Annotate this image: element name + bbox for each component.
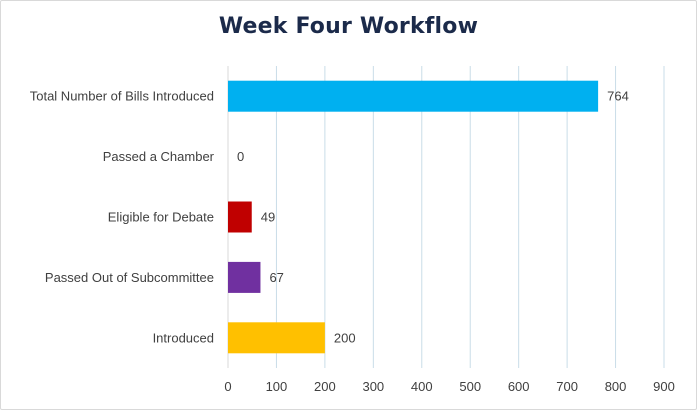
x-tick-label: 100 (266, 379, 288, 394)
x-tick-label: 600 (508, 379, 530, 394)
x-tick-label: 900 (653, 379, 675, 394)
data-label: 0 (237, 149, 244, 164)
chart-title: Week Four Workflow (218, 14, 479, 39)
x-tick-label: 800 (605, 379, 627, 394)
category-label: Total Number of Bills Introduced (30, 89, 214, 104)
category-label: Introduced (153, 330, 214, 345)
x-tick-label: 700 (556, 379, 578, 394)
bar (228, 261, 261, 293)
x-tick-label: 200 (314, 379, 336, 394)
data-label: 200 (334, 330, 356, 345)
bar (228, 201, 252, 233)
data-label: 764 (607, 89, 629, 104)
bar (228, 80, 599, 112)
category-label: Passed Out of Subcommittee (45, 270, 214, 285)
x-tick-label: 300 (362, 379, 384, 394)
x-tick-label: 500 (459, 379, 481, 394)
data-label: 49 (261, 210, 275, 225)
category-label: Eligible for Debate (108, 210, 214, 225)
category-label: Passed a Chamber (103, 149, 215, 164)
data-label: 67 (269, 270, 283, 285)
bar (228, 322, 325, 354)
x-tick-label: 0 (224, 379, 231, 394)
x-tick-label: 400 (411, 379, 433, 394)
